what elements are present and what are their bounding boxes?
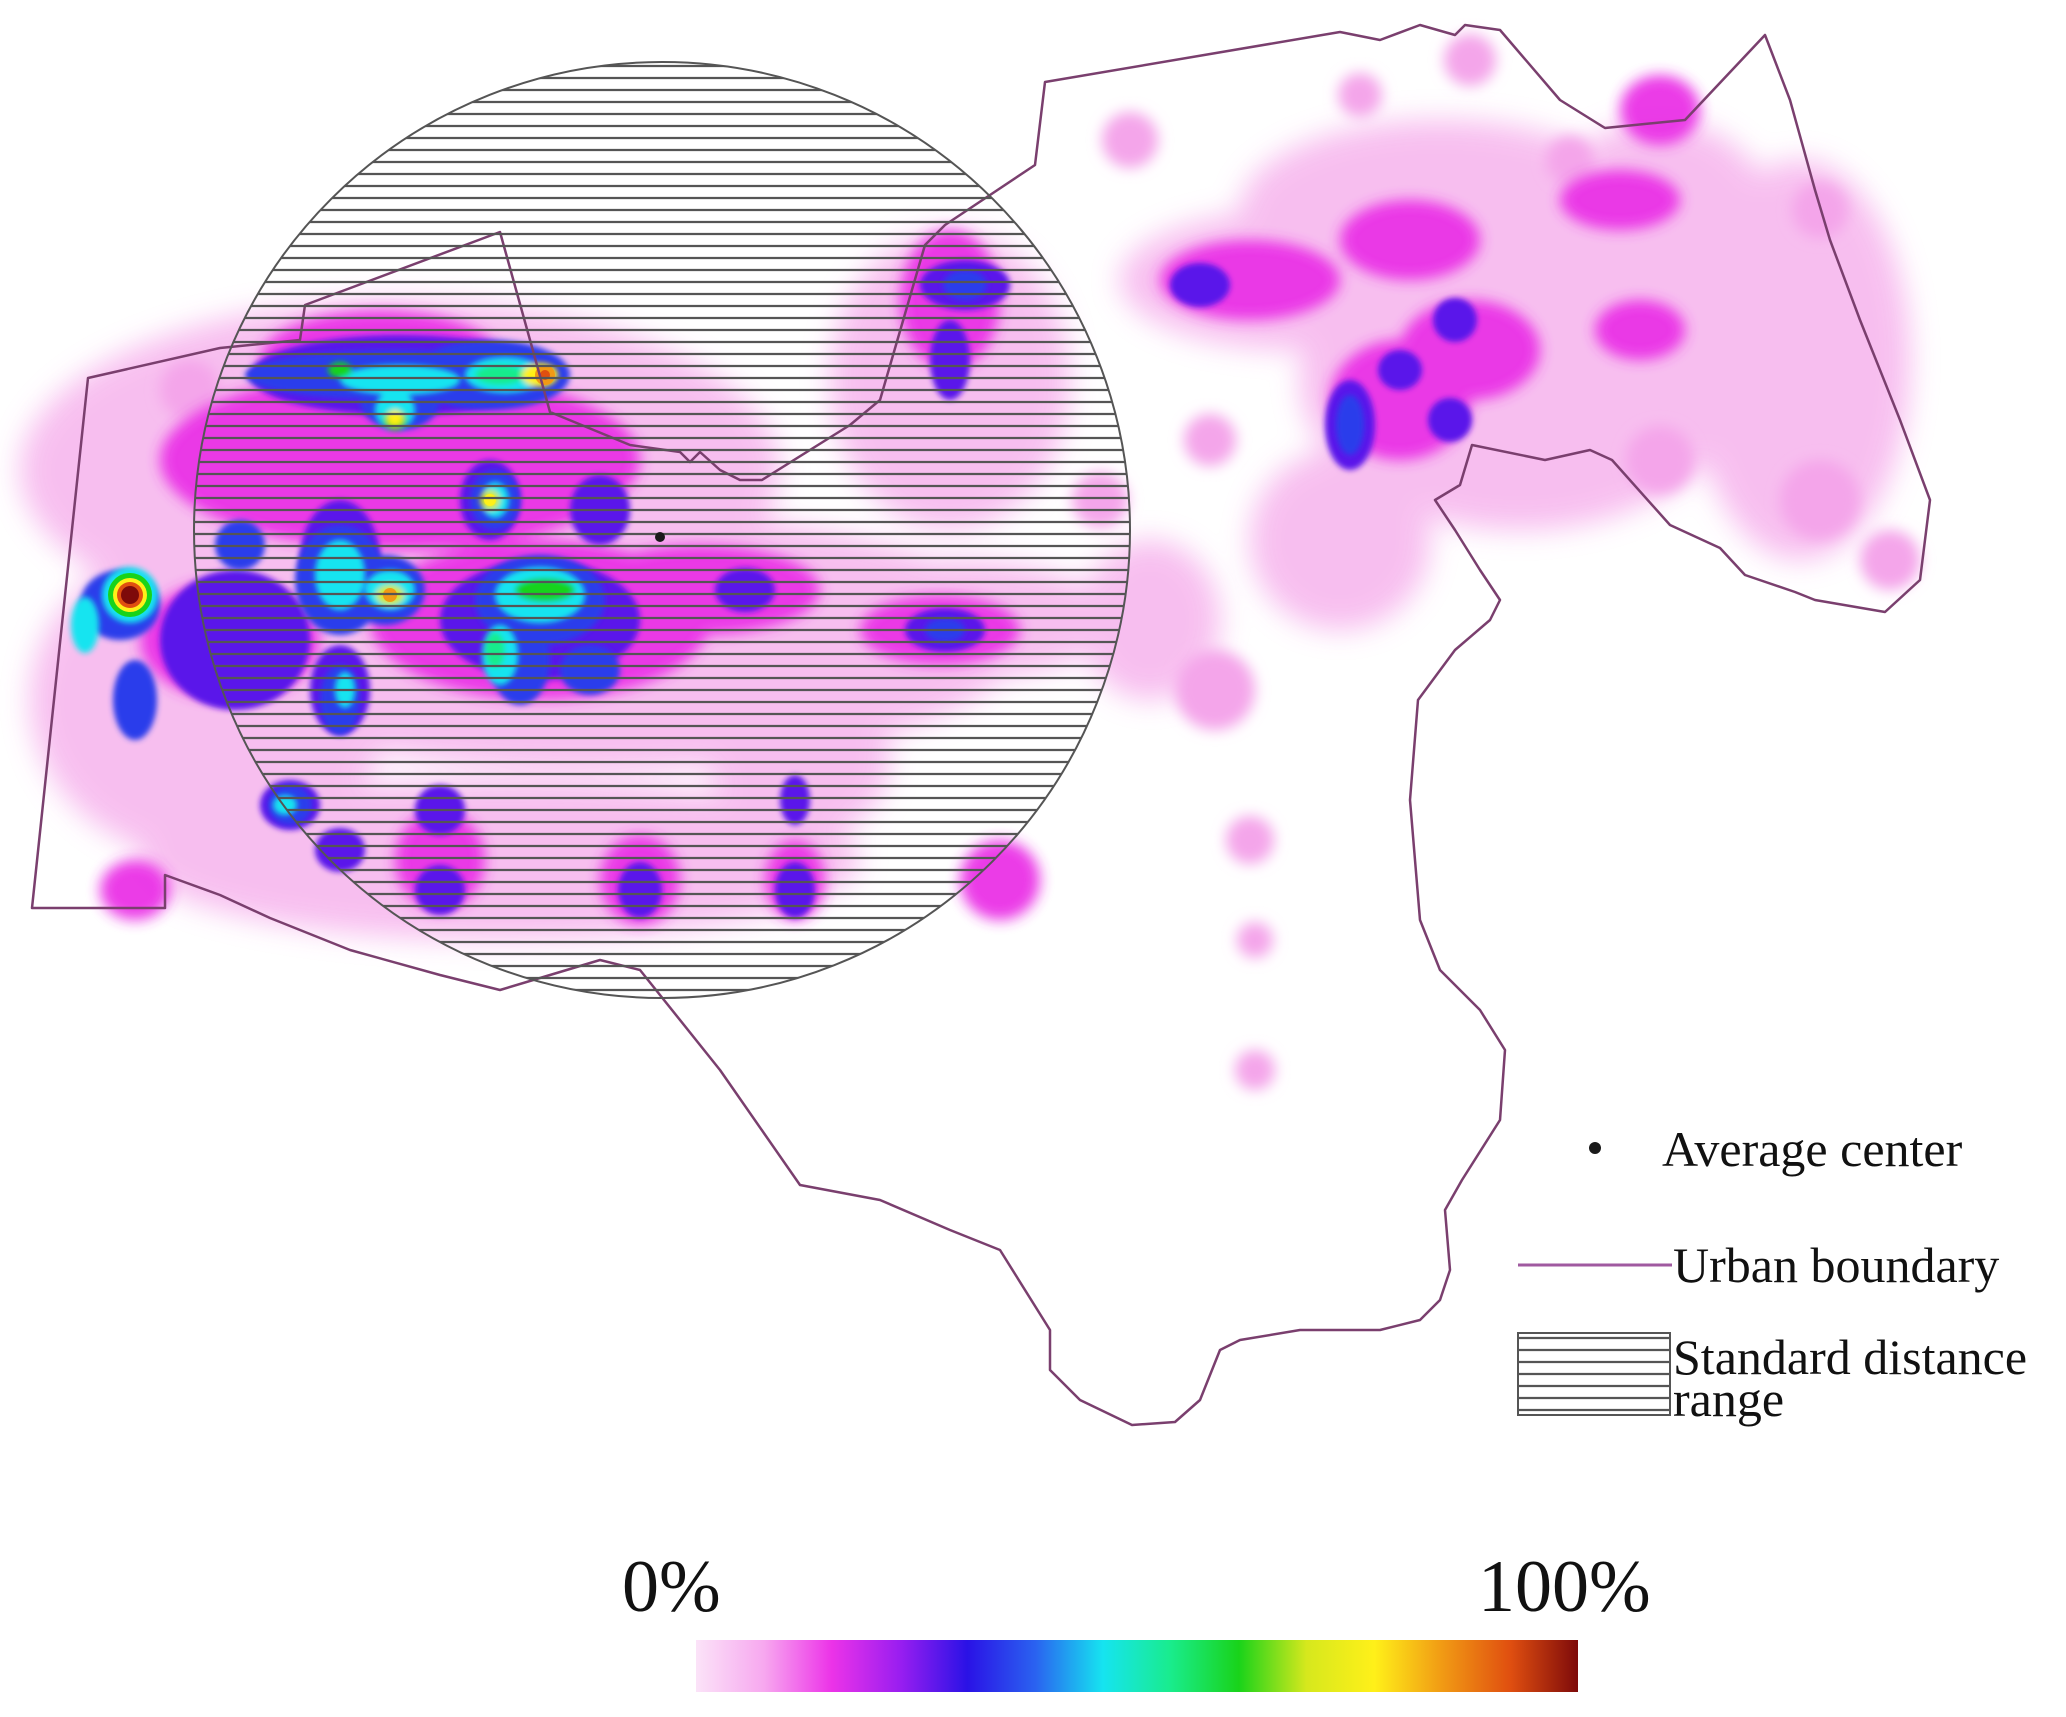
legend-urban-boundary-label: Urban boundary	[1673, 1237, 2000, 1293]
legend-average-center-label: Average center	[1662, 1121, 1963, 1177]
legend-standard-distance-label: Standard distance	[1673, 1329, 2028, 1385]
colorbar-min-label: 0%	[622, 1546, 721, 1628]
density-layer-spots	[160, 34, 1920, 1090]
standard-distance-range	[193, 61, 1131, 999]
density-layer-peak	[102, 365, 555, 623]
colorbar-max-label: 100%	[1478, 1546, 1651, 1628]
legend-average-center-icon	[1589, 1142, 1601, 1154]
average-center-marker	[655, 532, 665, 542]
legend-standard-distance-label-2: range	[1673, 1371, 1785, 1427]
colorbar	[696, 1640, 1578, 1692]
legend-standard-distance-icon	[1517, 1332, 1671, 1416]
